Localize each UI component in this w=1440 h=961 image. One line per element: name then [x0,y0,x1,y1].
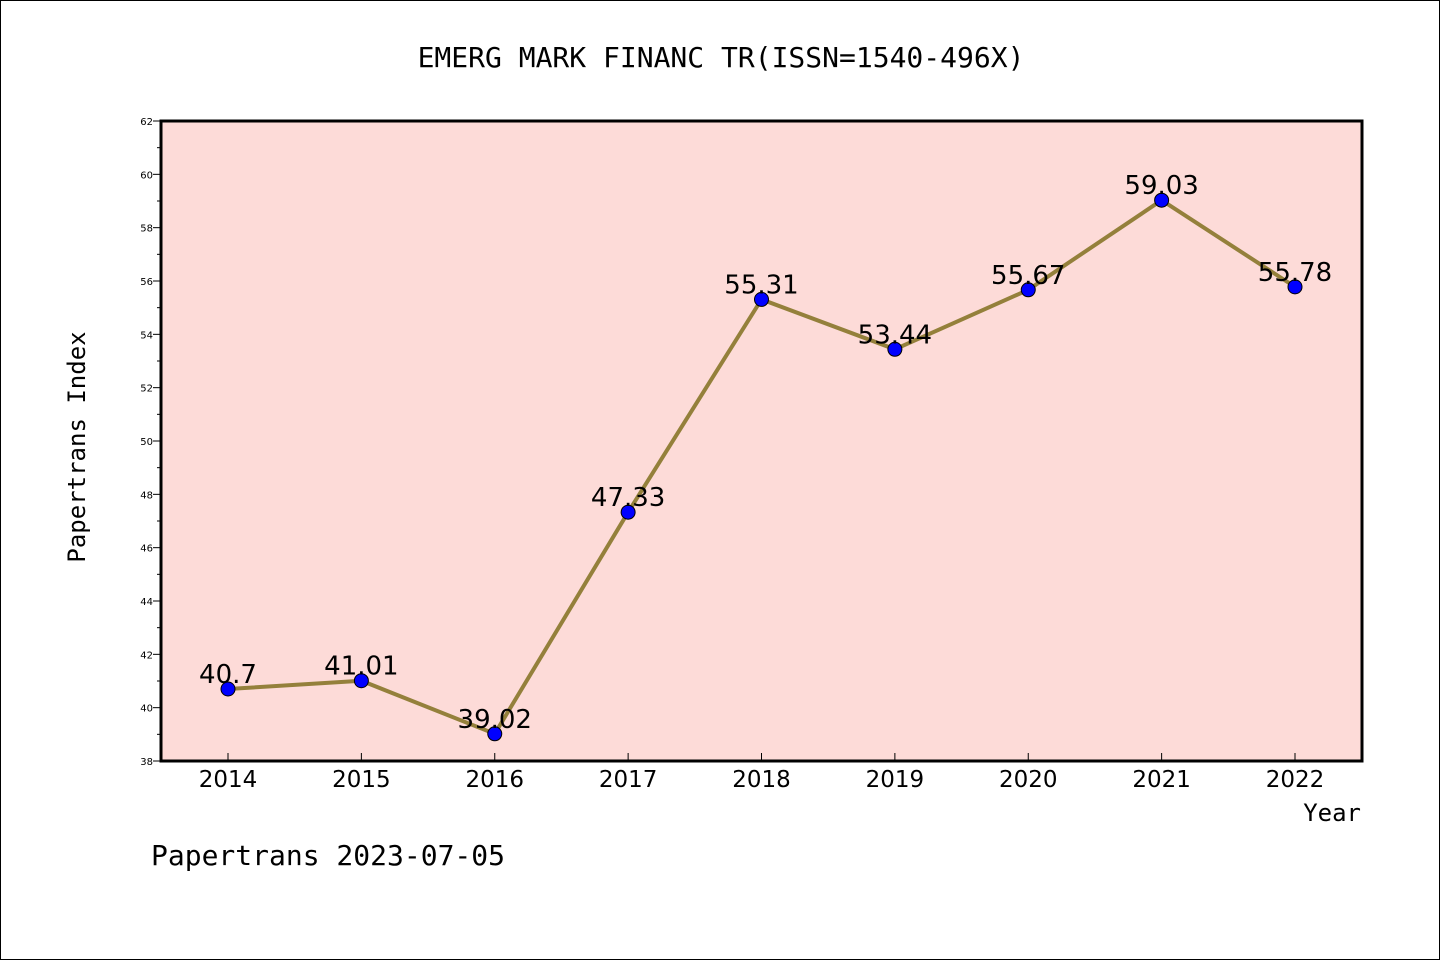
x-tick-label: 2022 [1266,767,1325,793]
x-tick-label: 2017 [599,767,658,793]
y-tick-label: 50 [140,437,153,448]
y-tick-label: 60 [140,170,153,181]
x-tick-label: 2019 [866,767,925,793]
y-axis-label: Papertrans Index [63,331,91,562]
x-tick-label: 2018 [732,767,791,793]
y-tick-label: 56 [140,277,153,288]
data-value-label: 55.78 [1258,258,1332,288]
data-point-marker [1020,282,1036,298]
data-value-label: 47.33 [591,483,665,513]
footer-text: Papertrans 2023-07-05 [151,839,505,872]
y-tick-label: 44 [140,597,153,608]
data-point-marker [220,681,236,697]
data-point-marker [620,504,636,520]
data-point-marker [1287,279,1303,295]
data-point-marker [754,291,769,307]
y-tick-label: 62 [140,117,153,128]
chart-title: EMERG MARK FINANC TR(ISSN=1540-496X) [418,41,1025,74]
data-value-label: 59.03 [1124,171,1198,201]
data-markers [220,192,1303,742]
x-tick-label: 2015 [332,767,391,793]
x-axis-ticks: 2014 2015 2016 2017 2018 2019 2020 2021 2022 [199,753,1325,793]
data-point-marker [487,726,503,742]
data-value-label: 55.31 [724,270,798,300]
x-tick-label: 2020 [999,767,1058,793]
data-value-label: 40.7 [199,660,257,690]
y-tick-label: 42 [140,650,153,661]
x-tick-label: 2014 [199,767,258,793]
y-tick-label: 52 [140,384,153,395]
data-value-label: 55.67 [991,261,1065,291]
y-tick-label: 58 [140,224,153,235]
data-point-marker [353,673,369,689]
data-value-label: 39.02 [458,705,532,735]
data-labels: 40.7 41.01 39.02 47.33 55.31 53.44 55.67 59.03 5… [199,171,1332,735]
data-point-marker [887,341,903,357]
y-axis-ticks: 38 40 42 44 46 48 50 52 54 56 58 60 62 [140,117,161,768]
x-tick-label: 2021 [1132,767,1191,793]
y-tick-label: 40 [140,704,153,715]
y-tick-label: 48 [140,490,153,501]
x-tick-label: 2016 [465,767,524,793]
y-tick-label: 46 [140,544,153,555]
data-point-marker [1154,192,1170,208]
y-tick-label: 38 [140,757,153,768]
x-axis-label: Year [1303,799,1361,827]
data-value-label: 53.44 [858,320,932,350]
y-tick-label: 54 [140,330,153,341]
data-value-label: 41.01 [324,652,398,682]
plot-area [159,119,1364,763]
